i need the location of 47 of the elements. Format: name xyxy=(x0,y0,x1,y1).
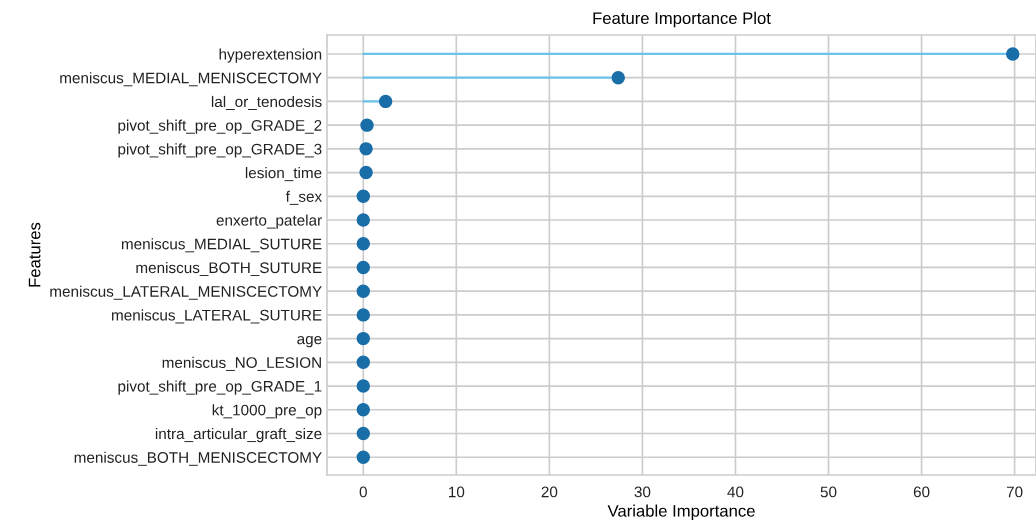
y-tick-label: age xyxy=(297,335,322,348)
point xyxy=(1006,47,1020,61)
y-tick-label: pivot_shift_pre_op_GRADE_1 xyxy=(118,380,322,395)
x-tick-label: 50 xyxy=(820,486,837,498)
y-tick-label: meniscus_MEDIAL_MENISCECTOMY xyxy=(60,72,322,87)
x-tick-label: 0 xyxy=(359,486,367,498)
point xyxy=(356,355,370,370)
point xyxy=(356,308,370,322)
point xyxy=(359,165,373,180)
y-tick-label: meniscus_MEDIAL_SUTURE xyxy=(121,238,322,253)
x-axis-title: Variable Importance xyxy=(607,504,755,521)
point xyxy=(356,260,370,275)
y-tick-label: meniscus_BOTH_MENISCECTOMY xyxy=(74,451,322,466)
point xyxy=(359,142,373,156)
y-tick-label: meniscus_LATERAL_MENISCECTOMY xyxy=(50,285,322,300)
point xyxy=(356,403,370,417)
x-tick-label: 20 xyxy=(541,486,558,498)
y-tick-label: meniscus_LATERAL_SUTURE xyxy=(112,309,322,324)
point xyxy=(360,118,374,132)
y-tick-label: meniscus_NO_LESION xyxy=(162,356,321,371)
chart-title: Feature Importance Plot xyxy=(593,11,771,28)
x-tick-label: 70 xyxy=(1006,486,1023,498)
point xyxy=(356,450,370,464)
y-tick-label: intra_articular_graft_size xyxy=(155,427,322,443)
x-tick-label: 10 xyxy=(449,486,465,498)
x-tick-label: 30 xyxy=(634,486,651,498)
y-tick-label: lesion_time xyxy=(245,167,322,182)
y-axis-title: Features xyxy=(28,222,41,287)
x-tick-label: 60 xyxy=(913,486,930,498)
point xyxy=(356,379,370,393)
point xyxy=(356,213,370,227)
point xyxy=(356,237,370,251)
y-tick-label: pivot_shift_pre_op_GRADE_3 xyxy=(118,143,322,158)
point xyxy=(356,189,370,204)
point xyxy=(356,284,370,298)
point xyxy=(356,426,370,441)
y-tick-label: kt_1000_pre_op xyxy=(212,404,322,419)
point xyxy=(356,331,370,346)
point xyxy=(378,94,393,109)
y-tick-label: enxerto_patelar xyxy=(216,214,322,229)
y-tick-label: hyperextension xyxy=(219,48,322,63)
y-tick-label: pivot_shift_pre_op_GRADE_2 xyxy=(118,119,322,134)
point xyxy=(611,70,625,85)
y-tick-label: lal_or_tenodesis xyxy=(211,95,322,110)
x-tick-label: 40 xyxy=(727,486,744,498)
y-tick-label: f_sex xyxy=(285,190,322,205)
y-tick-label: meniscus_BOTH_SUTURE xyxy=(136,261,322,277)
